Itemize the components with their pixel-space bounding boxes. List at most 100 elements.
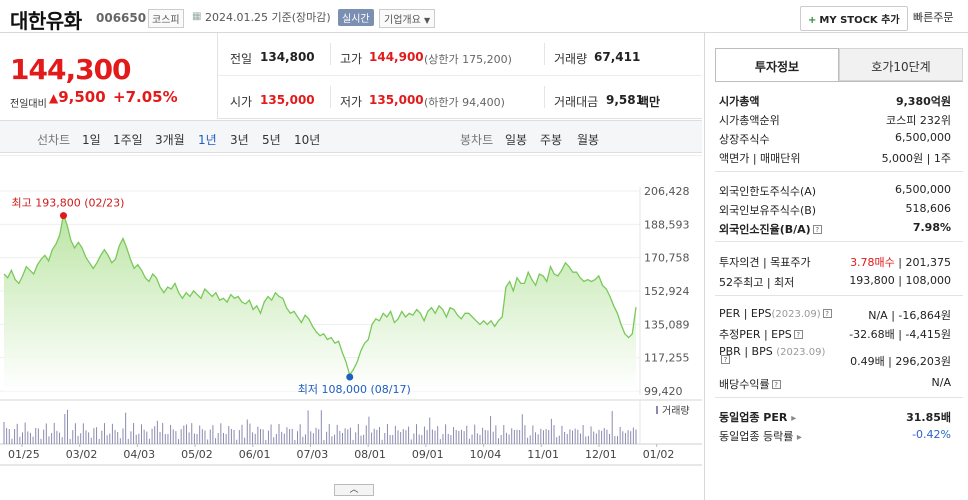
y-tick-label: 206,428 <box>644 185 690 198</box>
divider <box>544 86 545 108</box>
sector-per-row[interactable]: 동일업종 PER ▸ <box>719 409 796 425</box>
sector-rate-value: -0.42% <box>912 428 951 441</box>
pbr-row: PBR | BPS (2023.09) <box>719 345 825 358</box>
foreign-hold-value: 518,606 <box>905 202 952 215</box>
tab-monthly[interactable]: 월봉 <box>577 133 600 147</box>
volume-value: 67,411 <box>594 50 641 64</box>
tab-underline <box>715 81 963 82</box>
plus-icon: + <box>808 15 817 26</box>
opinion-label: 투자의견 | 목표주가 <box>719 256 811 269</box>
current-price: 144,300 <box>10 53 132 86</box>
price-line <box>3 212 637 377</box>
help-icon[interactable]: ? <box>822 309 832 318</box>
low-label: 최저 108,000 (08/17) <box>298 383 411 396</box>
x-tick-label: 07/03 <box>297 448 329 461</box>
stock-header: 대한유화 006650 코스피 ▦ 2024.01.25 기준(장마감) 실시간… <box>0 0 968 33</box>
change-amount: 9,500 <box>58 88 106 106</box>
tab-3m[interactable]: 3개월 <box>155 133 185 147</box>
help-icon[interactable]: ? <box>812 225 822 234</box>
tab-10y[interactable]: 10년 <box>294 133 321 147</box>
low-value: 135,000 <box>369 93 424 107</box>
line-chart-label: 선차트 <box>37 133 71 147</box>
change-label: 전일대비 <box>10 99 47 110</box>
price-chart[interactable]: 206,428 188,593 170,758 152,924 135,089 117,2… <box>0 155 702 500</box>
divider <box>330 43 331 65</box>
x-tick-label: 01/25 <box>8 448 40 461</box>
per-value: N/A | -16,864원 <box>868 309 951 322</box>
tab-1w[interactable]: 1주일 <box>113 133 143 147</box>
price-summary: 144,300 전일대비 ▲9,500 +7.05% <box>0 33 218 119</box>
par-value: 5,000원 | 1주 <box>881 152 951 165</box>
amount-label: 거래대금 <box>554 95 599 109</box>
change-value: ▲9,500 <box>49 88 106 106</box>
tab-daily[interactable]: 일봉 <box>505 133 528 147</box>
divider <box>715 241 963 242</box>
low-label: 저가 <box>340 95 363 109</box>
help-icon[interactable]: ? <box>793 330 803 339</box>
add-mystock-label: MY STOCK 추가 <box>819 15 900 26</box>
x-tick-label: 08/01 <box>354 448 386 461</box>
chart-period-tabs: 선차트 1일 1주일 3개월 1년 3년 5년 10년 봉차트 일봉 주봉 월봉 <box>0 120 702 153</box>
sector-per-value: 31.85배 <box>906 411 951 424</box>
tab-1y[interactable]: 1년 <box>198 133 217 147</box>
tab-1d[interactable]: 1일 <box>82 133 101 147</box>
target-price-value: 201,375 <box>905 256 952 269</box>
calendar-icon: ▦ <box>192 11 202 22</box>
high-value: 144,900 <box>369 50 424 64</box>
sector-rate-row[interactable]: 동일업종 등락률 ▸ <box>719 428 802 444</box>
company-overview-dropdown[interactable]: 기업개요 ▼ <box>379 9 436 28</box>
divider <box>330 86 331 108</box>
pbr-value: 0.49배 | 296,203원 <box>850 355 951 368</box>
divider <box>544 43 545 65</box>
tab-weekly[interactable]: 주봉 <box>540 133 563 147</box>
opinion-row-values: 3.78매수 | 201,375 <box>850 256 952 269</box>
per-period: (2023.09) <box>771 309 821 320</box>
quote-row-1: 전일 134,800 고가 144,900 (상한가 175,200) 거래량 … <box>218 33 702 76</box>
market-cap-rank-label: 시가총액순위 <box>719 114 780 127</box>
div-value: N/A <box>931 376 951 389</box>
realtime-button[interactable]: 실시간 <box>338 9 374 26</box>
volume-legend-swatch <box>656 406 658 414</box>
y-tick-label: 188,593 <box>644 218 690 231</box>
foreign-limit-value: 6,500,000 <box>895 183 951 196</box>
sector-rate-label: 동일업종 등락률 <box>719 430 794 443</box>
shares-label: 상장주식수 <box>719 133 770 146</box>
stock-name: 대한유화 <box>10 9 82 33</box>
per-row: PER | EPS(2023.09)? <box>719 307 832 320</box>
tab-3y[interactable]: 3년 <box>230 133 249 147</box>
help-icon[interactable]: ? <box>771 380 781 389</box>
x-tick-label: 03/02 <box>66 448 98 461</box>
market-badge: 코스피 <box>148 9 184 28</box>
foreign-ratio-label: 외국인소진율(B/A) <box>719 223 811 236</box>
tab-investment-info[interactable]: 투자정보 <box>715 48 839 81</box>
quick-order-link[interactable]: 빠른주문 <box>913 11 954 24</box>
pbr-label: PBR | BPS <box>719 345 773 358</box>
y-tick-label: 117,255 <box>644 352 690 365</box>
est-per-value: -32.68배 | -4,415원 <box>849 328 951 341</box>
y-tick-label: 170,758 <box>644 252 690 265</box>
market-cap-label: 시가총액 <box>719 95 760 108</box>
amount-unit: 백만 <box>638 95 661 109</box>
div-row: 배당수익률? <box>719 376 781 392</box>
x-tick-label: 06/01 <box>239 448 271 461</box>
x-tick-label: 01/02 <box>643 448 675 461</box>
tab-5y[interactable]: 5년 <box>262 133 281 147</box>
quote-date: 2024.01.25 기준(장마감) <box>205 11 331 24</box>
market-cap-rank-value: 코스피 232위 <box>886 114 951 127</box>
open-value: 135,000 <box>260 93 315 107</box>
x-tick-label: 09/01 <box>412 448 444 461</box>
help-icon[interactable]: ? <box>721 355 730 364</box>
prev-value: 134,800 <box>260 50 315 64</box>
est-per-label: 추정PER | EPS <box>719 328 792 341</box>
chart-collapse-button[interactable]: ︿ <box>334 484 374 496</box>
foreign-ratio-row: 외국인소진율(B/A)? <box>719 221 822 237</box>
foreign-limit-label: 외국인한도주식수(A) <box>719 185 817 198</box>
high-label: 최고 193,800 (02/23) <box>11 197 124 210</box>
y-tick-label: 99,420 <box>644 385 683 398</box>
investment-info-panel: 투자정보 호가10단계 시가총액 9,380억원 시가총액순위 코스피 232위 상… <box>704 33 968 500</box>
change-rate: +7.05% <box>113 88 178 106</box>
foreign-ratio-value: 7.98% <box>912 221 951 234</box>
add-mystock-button[interactable]: + MY STOCK 추가 <box>800 6 908 31</box>
opinion-value: 3.78매수 <box>850 256 895 269</box>
tab-order-book[interactable]: 호가10단계 <box>839 48 963 81</box>
